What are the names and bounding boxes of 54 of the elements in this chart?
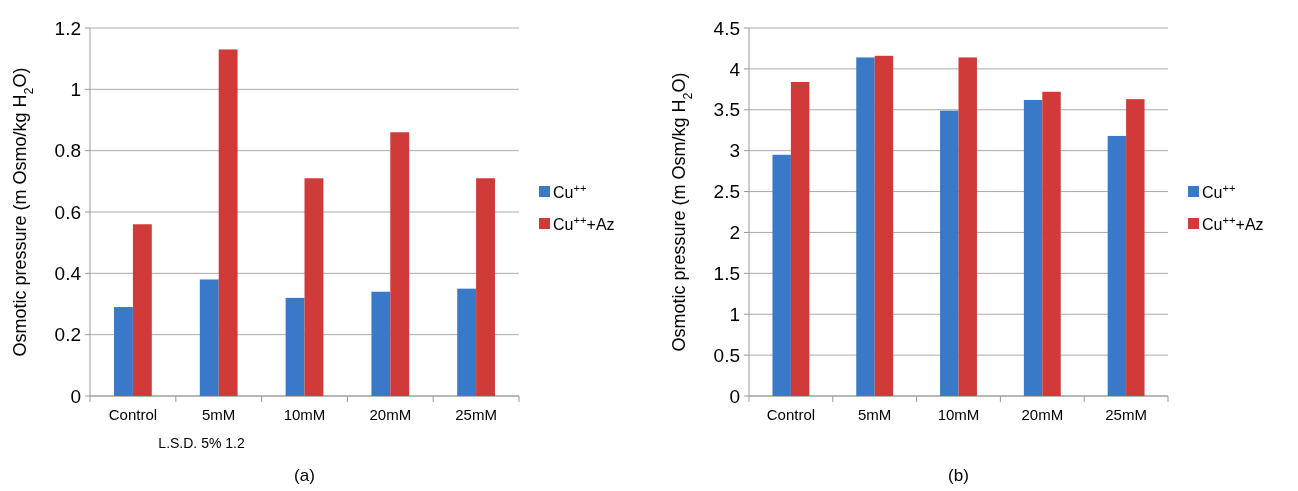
bar — [476, 178, 495, 396]
y-tick-label: 0.6 — [54, 201, 81, 223]
bar — [285, 297, 305, 396]
bar — [114, 307, 133, 396]
bar — [1023, 99, 1043, 396]
x-tick-label: Control — [108, 406, 158, 423]
text: (b) — [948, 466, 969, 485]
bar — [1107, 135, 1127, 396]
bar — [856, 57, 875, 396]
bar — [457, 288, 477, 396]
bar — [958, 57, 977, 396]
x-tick-label: 5mM — [202, 406, 236, 423]
y-tick-label: 2 — [729, 222, 740, 244]
x-tick-label: Control — [766, 406, 816, 423]
x-tick-label: 10mM — [283, 406, 326, 423]
legend-label: Cu$^{++}$+Az — [553, 213, 615, 233]
y-tick-label: 1.2 — [54, 17, 81, 39]
bar — [132, 224, 152, 396]
y-tick-label: 0 — [70, 385, 81, 407]
y-tick-label: 3.5 — [713, 99, 740, 121]
y-tick-label: 4.5 — [713, 17, 740, 39]
y-tick-label: 0.2 — [54, 324, 81, 346]
bar — [874, 55, 894, 396]
legend-label: Cu$^{++}$+Az — [1202, 213, 1264, 233]
text: (a) — [294, 466, 315, 485]
y-tick-label: 1.5 — [713, 262, 740, 284]
x-tick-label: 25mM — [1105, 406, 1147, 423]
y-tick-label: 1 — [729, 303, 740, 325]
y-tick-label: 0.8 — [54, 140, 81, 162]
legend-label: Cu$^{++}$ — [553, 181, 587, 201]
y-tick-label: 3 — [729, 140, 740, 162]
text: L.S.D. 5% 1.2 — [158, 435, 245, 451]
x-tick-label: 10mM — [937, 406, 980, 423]
bar — [304, 178, 324, 396]
y-tick-label: 1 — [70, 78, 81, 100]
y-tick-label: 2.5 — [713, 181, 740, 203]
bar — [772, 154, 791, 396]
bar — [1126, 99, 1145, 396]
bar — [940, 110, 959, 396]
y-tick-label: 4 — [729, 58, 741, 80]
x-tick-label: 20mM — [369, 406, 412, 423]
bar — [790, 81, 810, 396]
x-tick-label: 25mM — [455, 406, 497, 423]
bar — [199, 279, 219, 396]
legend-label: Cu$^{++}$ — [1202, 181, 1236, 201]
y-tick-label: 0.4 — [54, 262, 82, 284]
bar — [1042, 91, 1061, 396]
bar — [218, 49, 238, 396]
y-tick-label: 0.5 — [713, 344, 740, 366]
y-tick-label: 0 — [729, 385, 740, 407]
bar — [371, 291, 391, 396]
x-tick-label: 5mM — [858, 406, 892, 423]
x-tick-label: 20mM — [1021, 406, 1064, 423]
bar — [390, 132, 410, 396]
